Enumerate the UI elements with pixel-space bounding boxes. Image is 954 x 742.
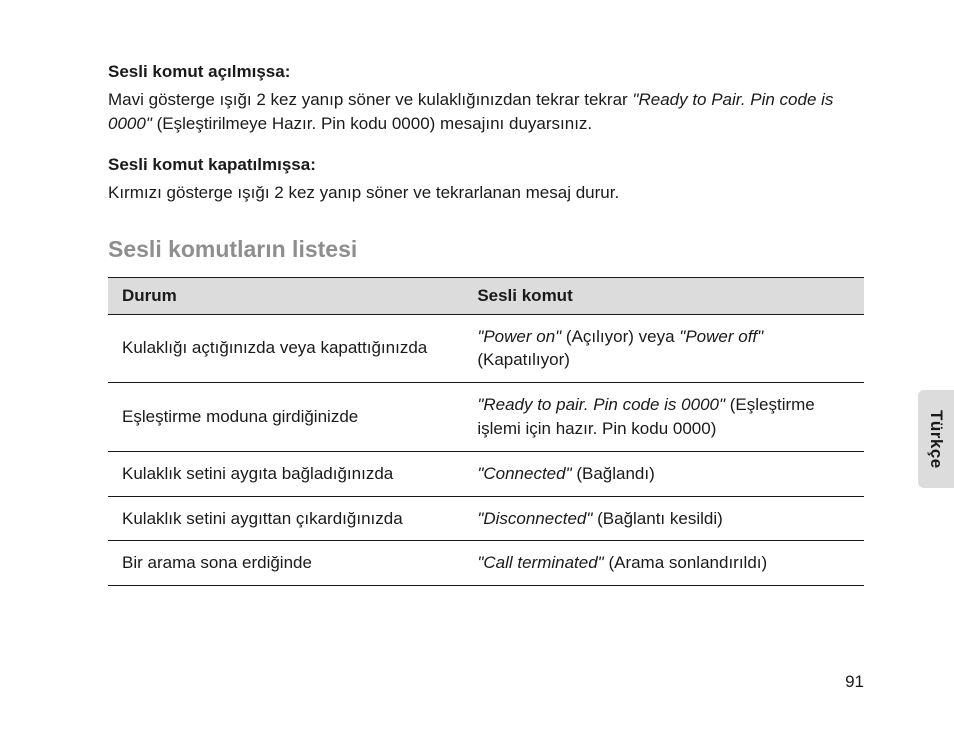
table-cell-state: Bir arama sona erdiğinde — [108, 541, 463, 586]
table-header-state: Durum — [108, 277, 463, 314]
table-cell-command: "Power on" (Açılıyor) veya "Power off" (… — [463, 314, 864, 383]
table-cell-command: "Connected" (Bağlandı) — [463, 451, 864, 496]
table-cell-command: "Call terminated" (Arama sonlandırıldı) — [463, 541, 864, 586]
command-translation: (Arama sonlandırıldı) — [604, 553, 767, 572]
voice-on-text-pre: Mavi gösterge ışığı 2 kez yanıp söner ve… — [108, 90, 632, 109]
voice-off-heading: Sesli komut kapatılmışsa: — [108, 153, 864, 177]
voice-on-text-post: (Eşleştirilmeye Hazır. Pin kodu 0000) me… — [152, 114, 592, 133]
page-number: 91 — [845, 672, 864, 692]
command-quote: "Call terminated" — [477, 553, 603, 572]
voice-off-text: Kırmızı gösterge ışığı 2 kez yanıp söner… — [108, 181, 864, 206]
command-quote: "Power off" — [679, 327, 763, 346]
table-cell-command: "Disconnected" (Bağlantı kesildi) — [463, 496, 864, 541]
command-quote: "Disconnected" — [477, 509, 592, 528]
command-quote: "Connected" — [477, 464, 571, 483]
language-tab: Türkçe — [918, 390, 954, 488]
table-row: Kulaklık setini aygıta bağladığınızda"Co… — [108, 451, 864, 496]
command-translation: (Bağlandı) — [572, 464, 655, 483]
table-row: Eşleştirme moduna girdiğinizde"Ready to … — [108, 383, 864, 452]
table-header-command: Sesli komut — [463, 277, 864, 314]
voice-on-text: Mavi gösterge ışığı 2 kez yanıp söner ve… — [108, 88, 864, 137]
table-row: Kulaklığı açtığınızda veya kapattığınızd… — [108, 314, 864, 383]
voice-command-table: Durum Sesli komut Kulaklığı açtığınızda … — [108, 277, 864, 587]
manual-page: Sesli komut açılmışsa: Mavi gösterge ışı… — [0, 0, 954, 586]
command-quote: "Power on" — [477, 327, 561, 346]
table-cell-state: Eşleştirme moduna girdiğinizde — [108, 383, 463, 452]
command-translation: (Bağlantı kesildi) — [592, 509, 722, 528]
table-cell-state: Kulaklığı açtığınızda veya kapattığınızd… — [108, 314, 463, 383]
table-header-row: Durum Sesli komut — [108, 277, 864, 314]
voice-on-heading: Sesli komut açılmışsa: — [108, 60, 864, 84]
table-cell-state: Kulaklık setini aygıttan çıkardığınızda — [108, 496, 463, 541]
table-row: Kulaklık setini aygıttan çıkardığınızda"… — [108, 496, 864, 541]
voice-list-heading: Sesli komutların listesi — [108, 236, 864, 263]
command-translation: (Açılıyor) veya — [561, 327, 679, 346]
table-cell-command: "Ready to pair. Pin code is 0000" (Eşleş… — [463, 383, 864, 452]
command-translation: (Kapatılıyor) — [477, 350, 570, 369]
language-tab-label: Türkçe — [926, 410, 946, 469]
voice-command-table-body: Kulaklığı açtığınızda veya kapattığınızd… — [108, 314, 864, 586]
command-quote: "Ready to pair. Pin code is 0000" — [477, 395, 725, 414]
table-row: Bir arama sona erdiğinde"Call terminated… — [108, 541, 864, 586]
table-cell-state: Kulaklık setini aygıta bağladığınızda — [108, 451, 463, 496]
